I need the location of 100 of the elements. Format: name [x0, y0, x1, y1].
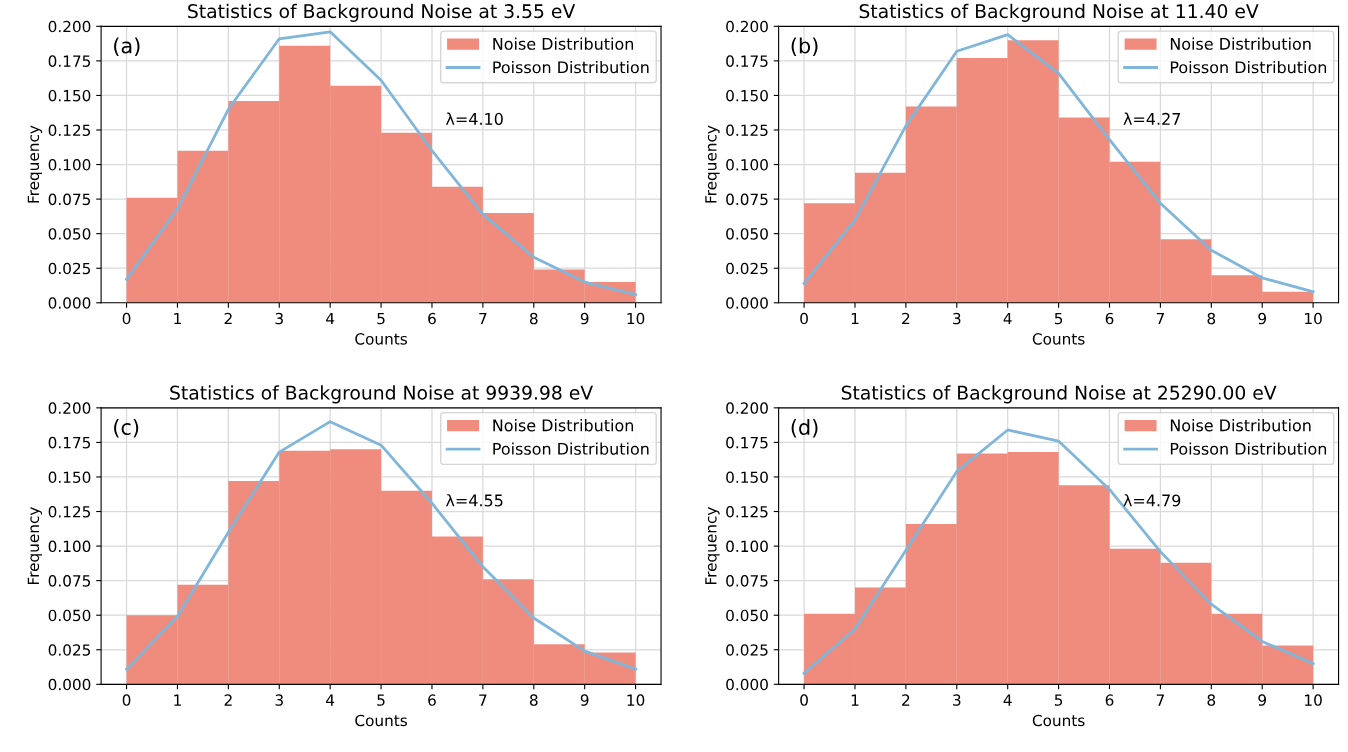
legend-label: Noise Distribution	[493, 37, 634, 50]
annotation: (c)	[114, 418, 139, 438]
x-tick-label: 4	[326, 694, 335, 706]
y-axis-title: Frequency	[27, 125, 43, 203]
annotation: λ=4.10	[445, 112, 503, 125]
y-tick-label: 0.025	[48, 262, 91, 275]
y-tick-label: 0.125	[726, 505, 768, 518]
chart-title: Statistics of Background Noise at 3.55 eV	[188, 3, 576, 22]
y-tick-label: 0.075	[48, 193, 91, 206]
y-tick-label: 0.200	[726, 20, 768, 33]
y-tick-label: 0.200	[48, 20, 91, 33]
y-tick-label: 0.050	[48, 609, 91, 622]
x-tick-label: 5	[377, 312, 385, 325]
y-tick-label: 0.050	[726, 609, 768, 622]
x-tick-label: 0	[800, 312, 808, 325]
y-tick-label: 0.000	[726, 678, 768, 691]
x-tick-label: 7	[1156, 694, 1164, 706]
x-tick-label: 7	[479, 694, 487, 706]
x-tick-label: 1	[174, 694, 181, 706]
legend-label: Noise Distribution	[1170, 37, 1311, 50]
annotation: λ=4.27	[1123, 112, 1181, 125]
x-tick-label: 6	[428, 312, 436, 325]
annotation: λ=4.55	[445, 494, 503, 507]
x-tick-label: 4	[1003, 694, 1012, 706]
x-axis-title: Counts	[1032, 714, 1085, 727]
y-tick-label: 0.125	[48, 505, 91, 518]
legend-label: Poisson Distribution	[493, 60, 649, 74]
x-tick-label: 3	[953, 312, 961, 325]
y-tick-label: 0.075	[726, 575, 768, 587]
x-tick-label: 10	[627, 312, 645, 325]
x-tick-label: 1	[851, 312, 859, 325]
legend-label: Poisson Distribution	[493, 442, 649, 455]
annotation: (b)	[791, 37, 818, 56]
x-tick-label: 2	[224, 312, 232, 325]
y-tick-label: 0.150	[48, 89, 91, 102]
x-axis-title: Counts	[355, 333, 407, 345]
x-tick-label: 9	[1258, 694, 1266, 706]
x-tick-label: 1	[174, 312, 181, 325]
y-tick-label: 0.025	[48, 644, 91, 656]
x-tick-label: 2	[902, 694, 910, 706]
y-tick-label: 0.000	[48, 297, 91, 309]
y-tick-label: 0.175	[48, 55, 91, 67]
y-tick-label: 0.125	[726, 124, 768, 137]
x-axis-title: Counts	[1032, 333, 1085, 345]
y-tick-label: 0.050	[48, 228, 91, 240]
x-tick-label: 10	[627, 694, 645, 706]
legend-label: Poisson Distribution	[1170, 60, 1327, 74]
y-tick-label: 0.025	[726, 262, 768, 275]
x-tick-label: 0	[800, 694, 808, 706]
y-tick-label: 0.100	[726, 540, 768, 553]
y-tick-label: 0.000	[726, 297, 768, 309]
y-tick-label: 0.175	[726, 436, 768, 449]
x-tick-label: 5	[377, 694, 385, 706]
y-tick-label: 0.100	[48, 540, 91, 553]
x-tick-label: 3	[953, 694, 961, 706]
x-tick-label: 8	[1207, 694, 1216, 706]
y-tick-label: 0.100	[48, 159, 91, 171]
x-tick-label: 8	[529, 694, 538, 706]
y-tick-label: 0.075	[726, 193, 768, 206]
x-tick-label: 8	[529, 312, 538, 325]
annotation: λ=4.79	[1123, 494, 1181, 507]
x-tick-label: 10	[1305, 694, 1322, 706]
x-tick-label: 7	[1156, 312, 1164, 325]
x-tick-label: 8	[1207, 312, 1216, 325]
chart-title: Statistics of Background Noise at 25290.00 eV	[841, 385, 1277, 404]
chart-title: Statistics of Background Noise at 9939.98 eV	[170, 385, 593, 404]
x-tick-label: 2	[224, 694, 232, 706]
x-tick-label: 6	[1105, 694, 1114, 706]
y-axis-title: Frequency	[27, 507, 43, 585]
x-tick-label: 2	[902, 312, 910, 325]
y-tick-label: 0.150	[48, 471, 91, 483]
x-tick-label: 9	[1258, 312, 1266, 325]
y-axis-title: Frequency	[705, 507, 720, 585]
y-tick-label: 0.150	[726, 471, 768, 483]
x-tick-label: 5	[1054, 694, 1063, 706]
x-tick-label: 3	[275, 694, 283, 706]
x-tick-label: 0	[122, 694, 131, 706]
x-axis-title: Counts	[355, 714, 407, 727]
x-tick-label: 10	[1305, 312, 1322, 325]
x-tick-label: 9	[580, 312, 589, 325]
x-tick-label: 4	[326, 312, 335, 325]
y-tick-label: 0.200	[48, 402, 91, 414]
y-tick-label: 0.175	[726, 55, 768, 67]
annotation: (a)	[114, 37, 140, 56]
annotation: (d)	[791, 418, 818, 438]
y-tick-label: 0.125	[48, 124, 91, 137]
x-tick-label: 6	[1105, 312, 1114, 325]
legend-label: Noise Distribution	[493, 419, 634, 432]
y-tick-label: 0.000	[48, 678, 91, 691]
x-tick-label: 4	[1003, 312, 1012, 325]
x-tick-label: 0	[122, 312, 131, 325]
y-tick-label: 0.150	[726, 89, 768, 102]
y-axis-title: Frequency	[705, 125, 720, 203]
x-tick-label: 1	[851, 694, 859, 706]
x-tick-label: 6	[428, 694, 436, 706]
legend-label: Noise Distribution	[1170, 419, 1311, 432]
legend-label: Poisson Distribution	[1170, 442, 1327, 455]
x-tick-label: 5	[1054, 312, 1063, 325]
x-tick-label: 7	[479, 312, 487, 325]
chart-title: Statistics of Background Noise at 11.40 eV	[859, 3, 1259, 22]
